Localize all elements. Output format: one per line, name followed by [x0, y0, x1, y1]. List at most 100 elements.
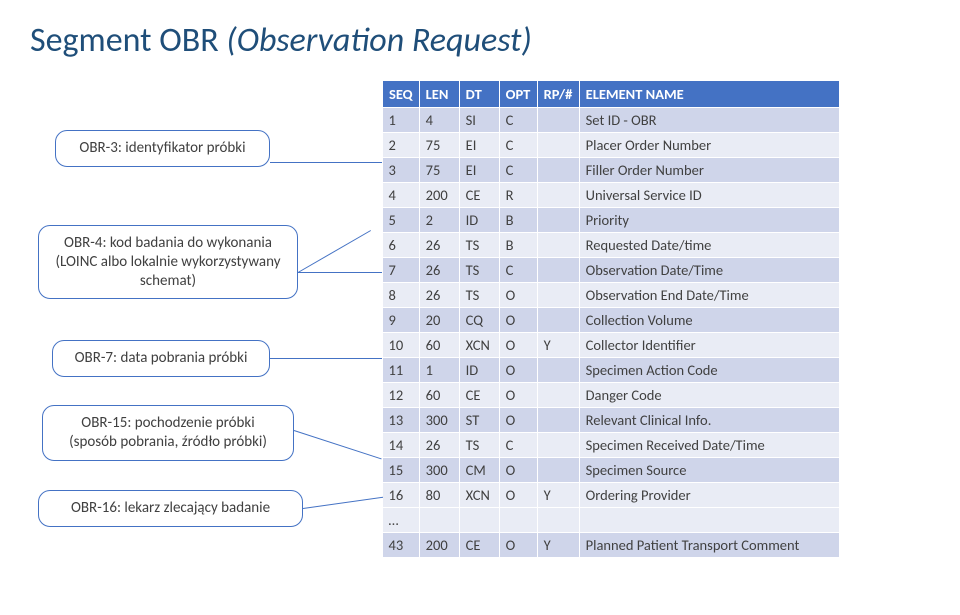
cell-opt: B: [499, 233, 537, 258]
connector-obr16: [303, 497, 384, 509]
cell-seq: 4: [383, 183, 420, 208]
table-row: 13300STO Relevant Clinical Info.: [383, 408, 840, 433]
th-dt: DT: [459, 81, 499, 108]
table-row: 14SICSet ID - OBR: [383, 108, 840, 133]
cell-dt: TS: [459, 433, 499, 458]
table-row: 375EICFiller Order Number: [383, 158, 840, 183]
cell-seq: 2: [383, 133, 420, 158]
cell-dt: TS: [459, 258, 499, 283]
cell-rp: Y: [537, 533, 579, 558]
cell-seq: 3: [383, 158, 420, 183]
cell-dt: CM: [459, 458, 499, 483]
cell-opt: B: [499, 208, 537, 233]
callout-obr4-text: OBR-4: kod badania do wykonania (LOINC a…: [55, 234, 280, 290]
cell-opt: O: [499, 483, 537, 508]
cell-len: 60: [419, 383, 459, 408]
cell-rp: Y: [537, 483, 579, 508]
cell-dt: EI: [459, 158, 499, 183]
cell-len: 60: [419, 333, 459, 358]
cell-seq: 7: [383, 258, 420, 283]
cell-rp: [537, 433, 579, 458]
callout-obr15-text: OBR-15: pochodzenie próbki (sposób pobra…: [69, 414, 267, 451]
table-row: 626TSBRequested Date/time: [383, 233, 840, 258]
cell-seq: 6: [383, 233, 420, 258]
connector-obr15: [294, 430, 382, 459]
cell-name: Observation End Date/Time: [579, 283, 839, 308]
cell-len: 20: [419, 308, 459, 333]
page-title: Segment OBR (Observation Request): [30, 20, 532, 61]
cell-opt: C: [499, 433, 537, 458]
cell-seq: 15: [383, 458, 420, 483]
cell-name: Relevant Clinical Info.: [579, 408, 839, 433]
cell-name: Placer Order Number: [579, 133, 839, 158]
cell-len: 75: [419, 158, 459, 183]
cell-rp: [537, 183, 579, 208]
connector-obr7: [270, 358, 382, 359]
cell-seq: 14: [383, 433, 420, 458]
table-row: 726TSCObservation Date/Time: [383, 258, 840, 283]
cell-seq: 1: [383, 108, 420, 133]
cell-len: 26: [419, 233, 459, 258]
callout-obr3-text: OBR-3: identyfikator próbki: [79, 139, 245, 157]
cell-opt: O: [499, 408, 537, 433]
title-sub: (Observation Request): [226, 20, 531, 61]
callout-obr15: OBR-15: pochodzenie próbki (sposób pobra…: [42, 405, 294, 461]
table-row: 275EICPlacer Order Number: [383, 133, 840, 158]
cell-len: 300: [419, 408, 459, 433]
title-main: Segment OBR: [30, 20, 226, 61]
th-seq: SEQ: [383, 81, 420, 108]
table-header-row: SEQ LEN DT OPT RP/# ELEMENT NAME: [383, 81, 840, 108]
cell-seq: 11: [383, 358, 420, 383]
cell-len: 26: [419, 433, 459, 458]
cell-seq: 13: [383, 408, 420, 433]
cell-dt: CQ: [459, 308, 499, 333]
cell-opt: C: [499, 133, 537, 158]
cell-rp: [537, 233, 579, 258]
cell-dt: XCN: [459, 483, 499, 508]
cell-len: 4: [419, 108, 459, 133]
cell-opt: C: [499, 258, 537, 283]
table-row: 826TSOObservation End Date/Time: [383, 283, 840, 308]
cell-rp: [537, 108, 579, 133]
cell-opt: R: [499, 183, 537, 208]
cell-name: Requested Date/time: [579, 233, 839, 258]
cell-dt: ID: [459, 358, 499, 383]
cell-len: 75: [419, 133, 459, 158]
cell-opt: O: [499, 283, 537, 308]
table-row: 1260CEODanger Code: [383, 383, 840, 408]
cell-seq: 12: [383, 383, 420, 408]
callout-obr7: OBR-7: data pobrania próbki: [52, 340, 270, 377]
cell-name: Filler Order Number: [579, 158, 839, 183]
table-row: 1426TSC Specimen Received Date/Time: [383, 433, 840, 458]
table-row: 4200CERUniversal Service ID: [383, 183, 840, 208]
table-body: 14SICSet ID - OBR275EICPlacer Order Numb…: [383, 108, 840, 558]
cell-dt: ST: [459, 408, 499, 433]
cell-name: Collection Volume: [579, 308, 839, 333]
cell-rp: [537, 408, 579, 433]
callout-obr3: OBR-3: identyfikator próbki: [55, 130, 270, 167]
cell-rp: [537, 308, 579, 333]
cell-dt: TS: [459, 283, 499, 308]
connector-obr4a: [298, 230, 371, 273]
cell-opt: O: [499, 358, 537, 383]
table-row: 111IDOSpecimen Action Code: [383, 358, 840, 383]
th-name: ELEMENT NAME: [579, 81, 839, 108]
cell-rp: [537, 283, 579, 308]
cell-len: 2: [419, 208, 459, 233]
callout-obr16: OBR-16: lekarz zlecający badanie: [38, 490, 303, 527]
cell-dt: CE: [459, 183, 499, 208]
callout-obr7-text: OBR-7: data pobrania próbki: [75, 349, 248, 367]
cell-name: Specimen Action Code: [579, 358, 839, 383]
cell-seq: 5: [383, 208, 420, 233]
cell-name: Specimen Received Date/Time: [579, 433, 839, 458]
table-row: 1060XCNOYCollector Identifier: [383, 333, 840, 358]
cell-opt: O: [499, 458, 537, 483]
cell-rp: [537, 133, 579, 158]
cell-len: 1: [419, 358, 459, 383]
cell-name: Specimen Source: [579, 458, 839, 483]
cell-opt: O: [499, 383, 537, 408]
cell-name: Observation Date/Time: [579, 258, 839, 283]
cell-len: 26: [419, 283, 459, 308]
callout-obr4: OBR-4: kod badania do wykonania (LOINC a…: [38, 225, 298, 299]
cell-rp: Y: [537, 333, 579, 358]
